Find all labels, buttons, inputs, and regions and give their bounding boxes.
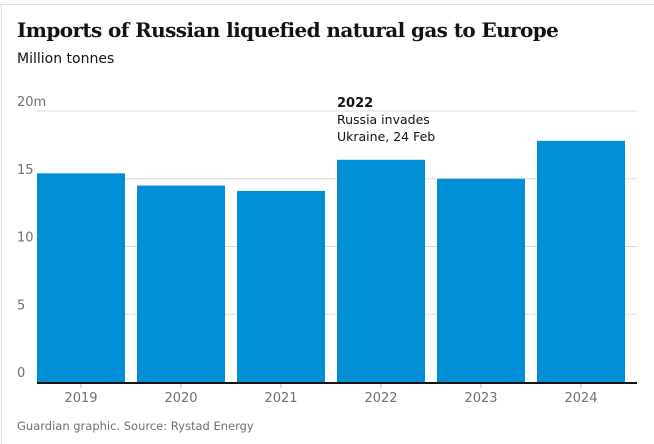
x-tick-label: 2019	[64, 391, 97, 406]
top-divider	[0, 4, 654, 5]
chart-title: Imports of Russian liquefied natural gas…	[17, 18, 559, 42]
y-tick-label: 20m	[17, 95, 46, 110]
y-tick-label: 5	[17, 298, 25, 313]
x-tick-label: 2024	[564, 391, 597, 406]
annotation-text: Ukraine, 24 Feb	[337, 129, 435, 144]
x-tick-label: 2020	[164, 391, 197, 406]
bar-2021	[237, 190, 325, 382]
x-tick-label: 2023	[464, 391, 497, 406]
y-tick-label: 15	[17, 163, 34, 178]
annotation-title: 2022	[337, 96, 373, 111]
source-note: Guardian graphic. Source: Rystad Energy	[17, 419, 254, 433]
bar-2022	[337, 159, 425, 382]
bar-2024	[537, 140, 625, 382]
left-divider	[1, 4, 2, 444]
annotation-text: Russia invades	[337, 112, 430, 127]
bar-2019	[37, 173, 125, 382]
y-tick-label: 10	[17, 231, 34, 246]
bar-2023	[437, 178, 525, 382]
x-tick-label: 2022	[364, 391, 397, 406]
bar-2020	[137, 185, 225, 382]
chart-subtitle: Million tonnes	[17, 51, 115, 67]
y-tick-label: 0	[17, 366, 25, 381]
x-tick-label: 2021	[264, 391, 297, 406]
